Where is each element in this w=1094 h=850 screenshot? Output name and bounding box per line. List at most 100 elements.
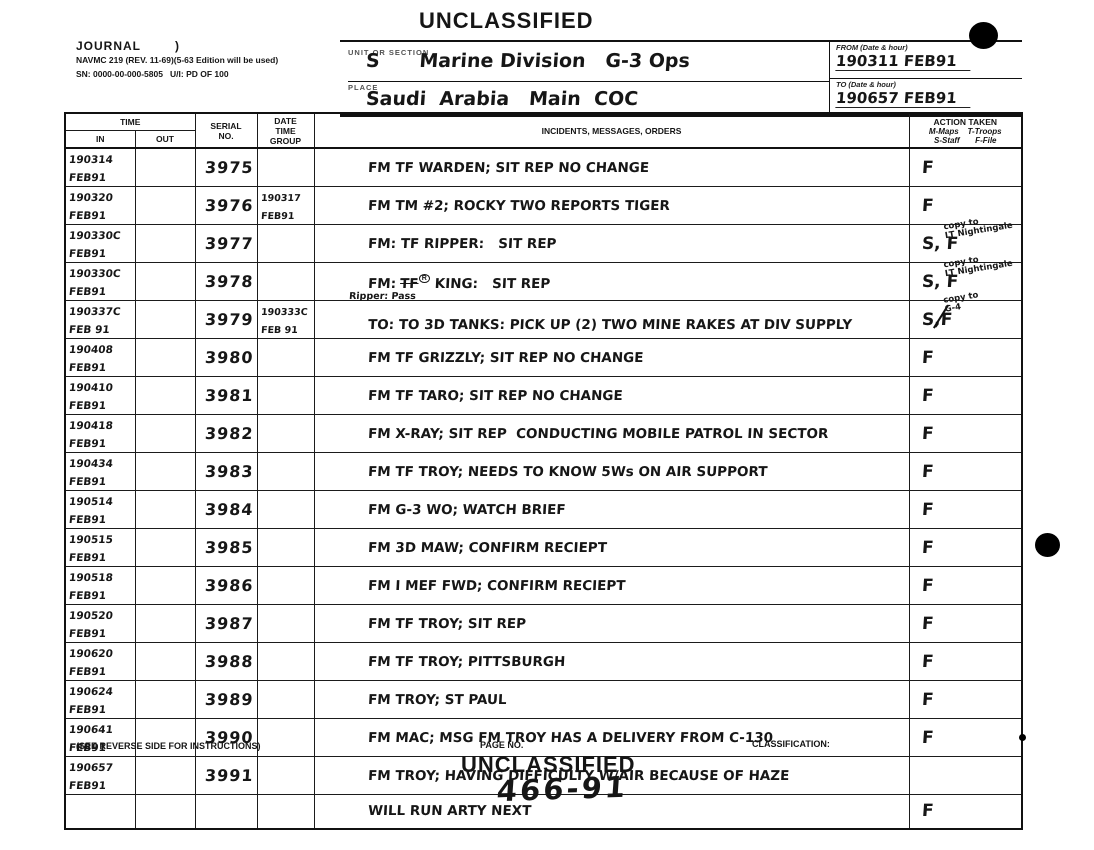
serial-value: 3991: [203, 765, 254, 785]
place-field: PLACE Saudi Arabia Main COC: [348, 82, 830, 113]
time-in-line1: 190657: [68, 762, 114, 774]
action-taken-cell: F: [908, 376, 1023, 415]
ink-dot: [1019, 734, 1026, 741]
time-in-cell: 190434 FEB91: [64, 452, 136, 491]
incident-cell: FM I MEF FWD; CONFIRM RECIEPT: [313, 566, 910, 605]
time-in-line2: FEB 91: [68, 324, 111, 336]
action-taken-cell: F: [908, 566, 1023, 605]
action-letter: F: [920, 689, 934, 710]
action-letter: F: [920, 385, 934, 406]
time-out-cell: [134, 642, 196, 681]
serial-cell: 3988: [194, 642, 258, 681]
dtg-cell: [256, 376, 315, 415]
time-in-cell: 190337C FEB 91: [64, 300, 136, 339]
time-in-cell: 190314 FEB91: [64, 147, 136, 187]
from-label: FROM (Date & hour): [836, 43, 908, 52]
form-stock-number-line: SN: 0000-00-000-5805 U/I: PD OF 100: [76, 69, 229, 79]
time-out-cell: [134, 376, 196, 415]
col-header-time-in: IN: [64, 130, 136, 149]
time-in-cell: 190330C FEB91: [64, 224, 136, 263]
incident-text-main: FM TROY; ST PAUL: [367, 691, 507, 708]
from-value: 190311 FEB91: [835, 52, 972, 71]
time-in-line1: 190330C: [68, 230, 122, 242]
serial-value: 3985: [203, 537, 254, 557]
time-out-cell: [134, 490, 196, 529]
incident-text-main: FM MAC; MSG FM TROY HAS A DELIVERY FROM …: [367, 729, 773, 746]
to-field: TO (Date & hour) 190657 FEB91: [830, 79, 1022, 115]
journal-rows: 190314 FEB91 3975 FM TF WARDEN; SIT REP …: [64, 147, 1023, 829]
time-in-cell: 190520 FEB91: [64, 604, 136, 643]
time-out-cell: [134, 528, 196, 567]
dtg-cell: [256, 566, 315, 605]
time-in-line2: FEB91: [68, 476, 107, 488]
incident-text-main: FM TM #2; ROCKY TWO REPORTS TIGER: [367, 197, 670, 214]
time-in-line1: 190330C: [68, 268, 122, 280]
serial-cell: 3984: [194, 490, 258, 529]
action-letter: F: [920, 461, 934, 482]
journal-row: 190330C FEB91 3977 FM: TF RIPPER: SIT RE…: [64, 217, 1023, 263]
incident-cell: FM TROY; ST PAUL: [313, 680, 910, 719]
action-letter: F: [920, 575, 934, 596]
serial-value: 3979: [203, 309, 254, 329]
action-letter: F: [920, 347, 934, 368]
journal-row: 190314 FEB91 3975 FM TF WARDEN; SIT REP …: [64, 147, 1023, 187]
serial-cell: 3978: [194, 262, 258, 301]
time-in-line1: 190624: [68, 686, 114, 698]
from-field: FROM (Date & hour) 190311 FEB91: [830, 42, 1022, 79]
time-in-line1: 190320: [68, 192, 114, 204]
serial-cell: 3976: [194, 186, 258, 225]
hole-punch-dot: [969, 22, 998, 49]
incident-cell: FM G-3 WO; WATCH BRIEF: [313, 490, 910, 529]
time-out-cell: [134, 186, 196, 225]
serial-value: 3988: [203, 651, 254, 671]
incident-text-main: FM TF TARO; SIT REP NO CHANGE: [367, 387, 623, 404]
action-letter: F: [920, 537, 934, 558]
time-in-line2: FEB91: [68, 172, 107, 184]
time-out-cell: [134, 604, 196, 643]
dtg-line2: FEB91: [260, 211, 295, 222]
dtg-cell: [256, 490, 315, 529]
dtg-cell: 190317 FEB91: [256, 186, 315, 225]
action-taken-cell: F: [908, 414, 1023, 453]
dtg-cell: [256, 604, 315, 643]
serial-value: 3989: [203, 689, 254, 709]
incident-cell: FM TM #2; ROCKY TWO REPORTS TIGER: [313, 186, 910, 225]
journal-row: 190320 FEB91 3976 190317 FEB91 FM TM #2;…: [64, 186, 1023, 225]
incident-text-post: KING: SIT REP: [429, 276, 551, 292]
page-no-label: PAGE NO.: [480, 740, 524, 750]
serial-cell: 3986: [194, 566, 258, 605]
incident-cell: FM X-RAY; SIT REP CONDUCTING MOBILE PATR…: [313, 414, 910, 453]
journal-row: 190514 FEB91 3984 FM G-3 WO; WATCH BRIEF: [64, 490, 1023, 529]
dtg-line1: 190317: [260, 193, 301, 204]
dtg-cell: [256, 756, 315, 795]
time-out-cell: [134, 566, 196, 605]
time-in-line2: FEB91: [68, 438, 107, 450]
incident-text-main: TO: TO 3D TANKS: PICK UP (2) TWO MINE RA…: [367, 316, 852, 333]
classification-footer-label: CLASSIFICATION:: [752, 739, 830, 749]
incident-text-main: FM I MEF FWD; CONFIRM RECIEPT: [367, 577, 626, 594]
time-in-cell: 190418 FEB91: [64, 414, 136, 453]
incident-pre-line: Ripper: Pass: [348, 290, 416, 302]
time-in-cell: 190624 FEB91: [64, 680, 136, 719]
journal-table: TIME SERIAL NO. DATE TIME GROUP INCIDENTS, …: [64, 112, 1023, 830]
incident-cell: FM TF TROY; NEEDS TO KNOW 5Ws ON AIR SUP…: [313, 452, 910, 491]
time-in-line1: 190515: [68, 534, 114, 546]
action-taken-cell: [908, 756, 1023, 795]
time-out-cell: [134, 680, 196, 719]
header-fields-region: UNIT OR SECTION S Marine Division G-3 Op…: [340, 40, 1022, 117]
journal-table-header: TIME SERIAL NO. DATE TIME GROUP INCIDENTS, …: [64, 112, 1023, 149]
incident-text-main: FM TF WARDEN; SIT REP NO CHANGE: [367, 159, 650, 176]
serial-cell: 3982: [194, 414, 258, 453]
serial-cell: 3979: [194, 300, 258, 339]
dtg-cell: 190333C FEB 91: [256, 300, 315, 339]
action-taken-cell: F: [908, 452, 1023, 491]
time-out-cell: [134, 794, 196, 829]
dtg-line2: FEB 91: [260, 325, 298, 336]
time-out-cell: [134, 718, 196, 757]
place-value: Saudi Arabia Main COC: [365, 88, 639, 110]
time-out-cell: [134, 452, 196, 491]
to-value: 190657 FEB91: [835, 89, 972, 108]
incident-cell: FM TF TARO; SIT REP NO CHANGE: [313, 376, 910, 415]
serial-value: 3976: [203, 195, 254, 215]
time-in-line2: FEB91: [68, 780, 107, 792]
